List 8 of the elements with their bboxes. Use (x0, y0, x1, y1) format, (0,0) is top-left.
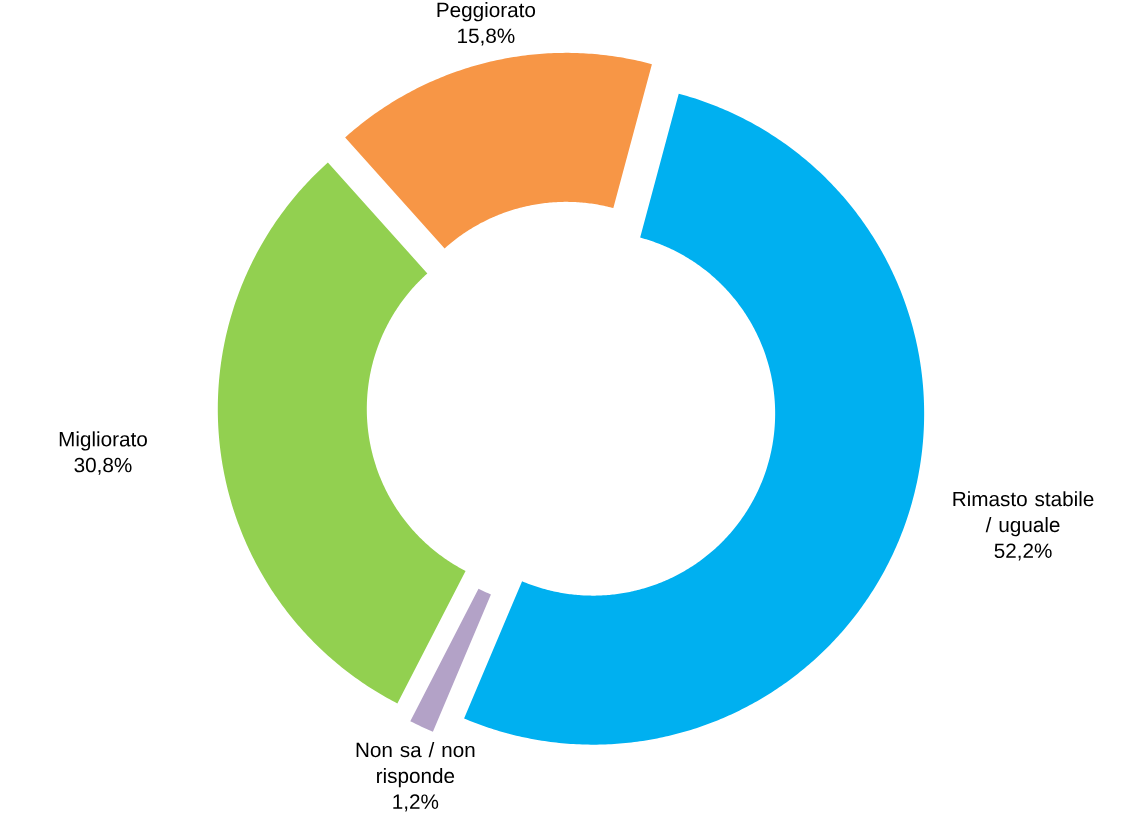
data-label: 30,8% (74, 457, 132, 476)
data-label: 1,2% (393, 794, 439, 812)
data-label: 15,8% (458, 28, 515, 46)
slice-label: Migliorato (59, 431, 147, 451)
data-label: 52,2% (994, 543, 1052, 561)
slice-label: Peggiorato (437, 2, 536, 22)
slice-label: Rimasto stabile / uguale (953, 491, 1094, 537)
slice-label: Non sa / non risponde (356, 742, 475, 788)
